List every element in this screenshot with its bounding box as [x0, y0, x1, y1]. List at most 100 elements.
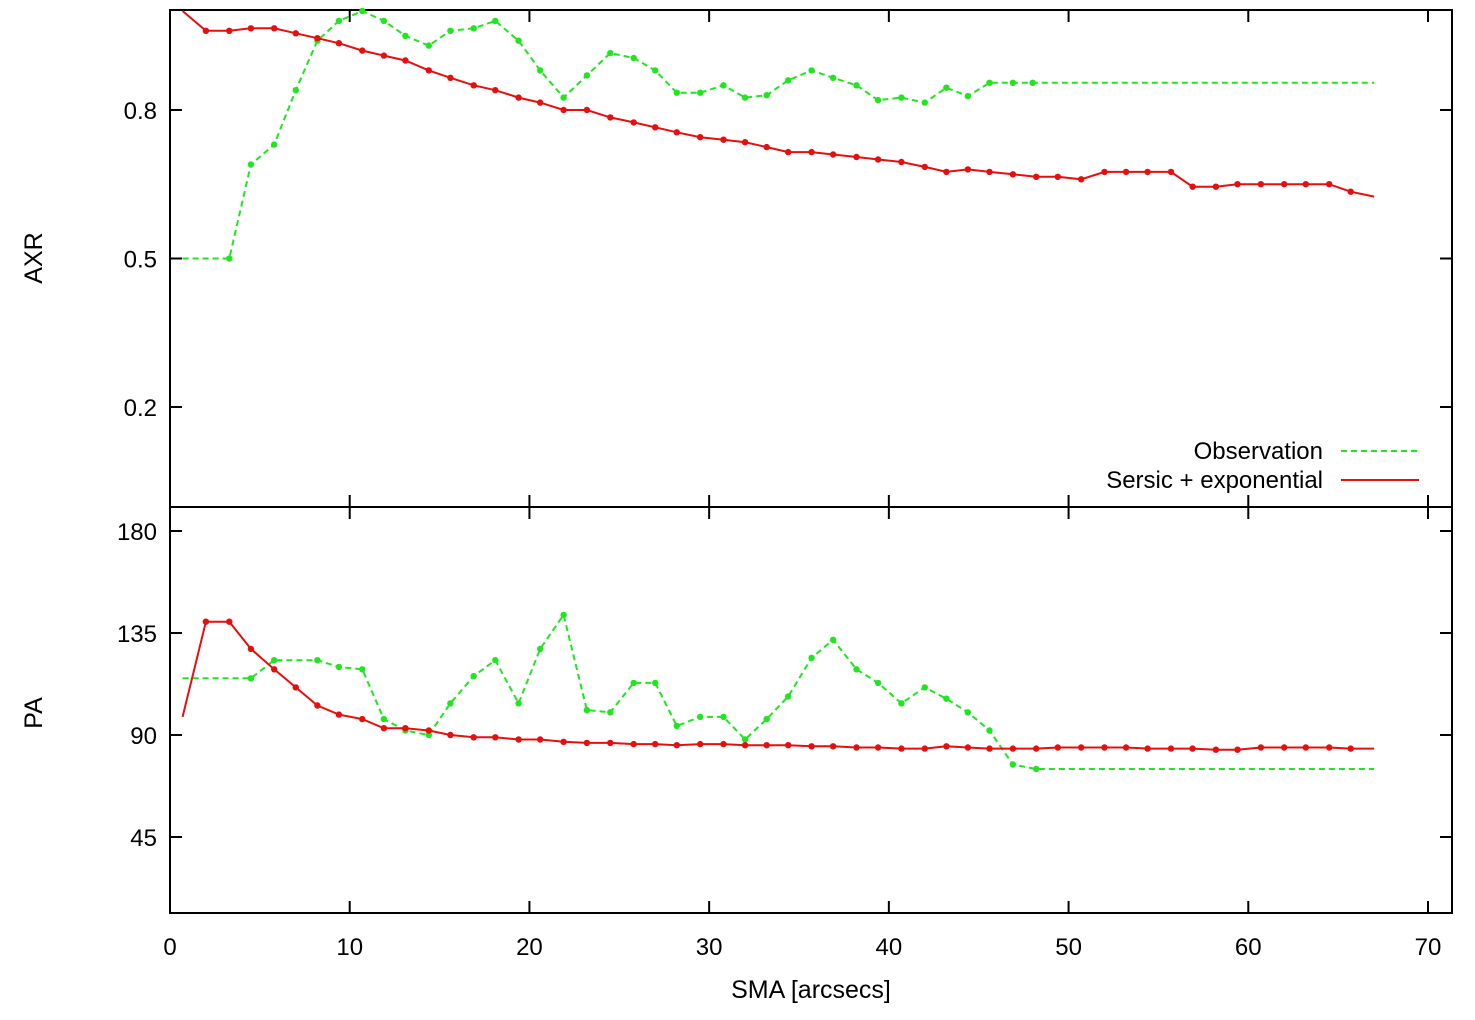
- top-ytick-label: 0.8: [124, 98, 157, 125]
- bottom-point-sersic: [1326, 744, 1333, 751]
- top-point-sersic: [1347, 188, 1354, 195]
- bottom-point-sersic: [314, 702, 321, 709]
- top-point-sersic: [537, 99, 544, 106]
- top-point-observation: [247, 161, 255, 168]
- bottom-point-sersic: [1009, 745, 1017, 752]
- bottom-point-sersic: [560, 738, 567, 745]
- top-point-sersic: [630, 119, 637, 126]
- bottom-point-sersic: [402, 725, 409, 732]
- bottom-point-sersic: [1033, 745, 1040, 752]
- top-point-sersic: [1009, 171, 1017, 178]
- bottom-point-sersic: [697, 740, 704, 748]
- top-point-sersic: [560, 106, 567, 114]
- bottom-point-observation: [986, 727, 993, 734]
- bottom-ytick-label: 135: [117, 621, 157, 648]
- top-point-sersic: [1122, 168, 1130, 176]
- bottom-point-observation: [853, 666, 860, 673]
- bottom-point-observation: [874, 679, 882, 687]
- bottom-point-sersic: [853, 744, 860, 751]
- bottom-y-axis-title: PA: [20, 697, 48, 729]
- bottom-point-observation: [697, 713, 704, 721]
- bottom-point-observation: [630, 679, 637, 687]
- legend-label-sersic: Sersic + exponential: [1106, 467, 1323, 494]
- top-ytick-label: 0.2: [124, 395, 157, 422]
- x-tick-label: 30: [696, 934, 723, 961]
- bottom-point-observation: [359, 666, 366, 673]
- legend-label-observation: Observation: [1194, 438, 1323, 465]
- top-point-observation: [986, 79, 993, 87]
- top-point-sersic: [1054, 173, 1062, 180]
- top-point-observation: [607, 49, 614, 57]
- top-point-observation: [673, 89, 680, 96]
- top-point-observation: [741, 94, 749, 101]
- top-point-observation: [808, 67, 815, 74]
- bottom-point-observation: [673, 722, 680, 730]
- top-point-sersic: [359, 47, 366, 54]
- bottom-point-sersic: [492, 734, 499, 741]
- top-point-sersic: [1212, 183, 1220, 190]
- bottom-point-sersic: [1144, 745, 1151, 752]
- bottom-point-sersic: [763, 742, 770, 749]
- bottom-point-observation: [447, 700, 454, 707]
- bottom-point-observation: [247, 675, 255, 682]
- x-tick-label: 20: [516, 934, 543, 961]
- top-y-axis-title: AXR: [20, 232, 48, 283]
- bottom-panel-frame: [169, 506, 1453, 914]
- bottom-point-observation: [720, 713, 727, 721]
- bottom-point-sersic: [652, 740, 659, 748]
- x-tick-label: 10: [336, 934, 363, 961]
- bottom-point-sersic: [986, 745, 993, 752]
- bottom-point-sersic: [425, 727, 432, 734]
- top-point-sersic: [1326, 181, 1333, 188]
- top-point-observation: [537, 67, 544, 74]
- top-point-sersic: [314, 35, 321, 42]
- top-point-sersic: [808, 148, 815, 156]
- top-point-sersic: [785, 148, 792, 156]
- top-point-observation: [560, 94, 567, 101]
- bottom-point-observation: [829, 636, 837, 643]
- bottom-point-sersic: [607, 739, 614, 747]
- bottom-point-sersic: [1167, 745, 1175, 752]
- x-tick-label: 50: [1055, 934, 1082, 961]
- bottom-point-sersic: [537, 736, 544, 743]
- top-point-sersic: [652, 124, 659, 131]
- bottom-ytick-label: 180: [117, 519, 157, 546]
- bottom-point-sersic: [898, 745, 905, 752]
- bottom-point-observation: [560, 611, 567, 619]
- top-point-observation: [402, 32, 409, 39]
- bottom-point-observation: [271, 657, 278, 664]
- top-point-sersic: [226, 27, 233, 34]
- top-point-observation: [292, 87, 299, 94]
- top-point-sersic: [1101, 168, 1108, 176]
- bottom-point-sersic: [1054, 744, 1062, 751]
- top-point-observation: [829, 74, 837, 82]
- top-point-sersic: [335, 40, 343, 47]
- bottom-point-sersic: [447, 731, 454, 739]
- bottom-point-observation: [583, 706, 591, 714]
- top-point-sersic: [1033, 173, 1040, 180]
- bottom-point-sersic: [829, 743, 837, 750]
- x-axis-title: SMA [arcsecs]: [731, 976, 891, 1004]
- top-point-sersic: [921, 163, 928, 171]
- top-point-observation: [359, 7, 366, 15]
- bottom-point-sersic: [1101, 744, 1108, 751]
- bottom-point-sersic: [335, 711, 343, 718]
- top-series-sersic-exponential: [181, 10, 1375, 198]
- top-point-observation: [271, 141, 278, 148]
- top-point-sersic: [492, 87, 499, 94]
- bottom-point-sersic: [226, 618, 233, 625]
- bottom-point-sersic: [271, 666, 278, 673]
- bottom-point-observation: [808, 654, 815, 662]
- top-point-observation: [630, 54, 637, 62]
- top-point-sersic: [1257, 181, 1265, 188]
- bottom-point-sersic: [515, 736, 522, 743]
- bottom-point-sersic: [630, 740, 637, 748]
- top-point-observation: [964, 92, 972, 100]
- top-point-sersic: [1281, 181, 1288, 188]
- bottom-point-observation: [515, 700, 522, 707]
- bottom-point-sersic: [874, 744, 882, 751]
- bottom-point-sersic: [1281, 744, 1288, 751]
- bottom-point-observation: [380, 715, 388, 723]
- bottom-point-sersic: [921, 745, 928, 752]
- top-point-observation: [583, 72, 591, 79]
